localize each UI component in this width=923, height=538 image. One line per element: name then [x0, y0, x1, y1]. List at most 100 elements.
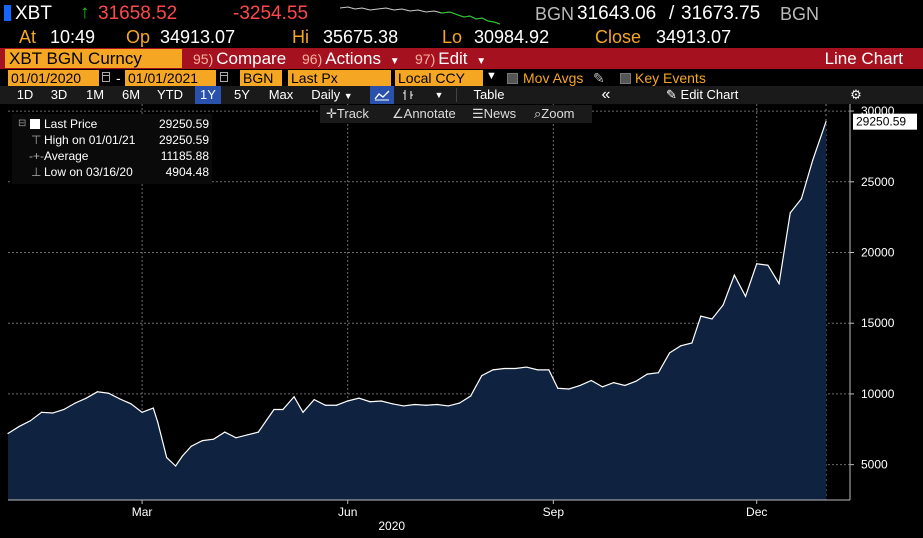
high-marker-icon: ⊤ [31, 133, 42, 147]
calendar-icon[interactable] [220, 72, 228, 82]
y-tick-label: 10000 [861, 387, 895, 401]
mov-avgs-checkbox[interactable] [507, 73, 518, 84]
quote-time: 10:49 [50, 27, 96, 47]
price-point [402, 405, 405, 407]
frequency-label: Daily [311, 87, 341, 102]
x-tick-label: Mar [132, 505, 153, 519]
compare-menu[interactable]: 95) Compare [193, 48, 286, 69]
actions-label: Actions [325, 49, 381, 68]
legend-low-label: Low on 03/16/20 [44, 165, 133, 179]
price-line [7, 121, 827, 467]
y-tick-label: 15000 [861, 316, 895, 330]
currency-dropdown-icon[interactable]: ▼ [486, 70, 497, 82]
compare-label: Compare [216, 49, 287, 68]
key-events-checkbox[interactable] [620, 73, 631, 84]
track-tool[interactable]: ✛ Track [326, 106, 369, 121]
price-point [190, 445, 192, 447]
collapse-icon[interactable]: « [601, 86, 611, 103]
legend-high-value: 29250.59 [158, 133, 209, 147]
price-point [141, 411, 143, 413]
price-point [458, 402, 461, 404]
line-chart-style-icon[interactable] [370, 86, 394, 104]
price-point [175, 465, 177, 467]
price-point [624, 384, 626, 387]
price-point [744, 295, 747, 297]
low-label: Lo [442, 27, 463, 47]
period-max[interactable]: Max [268, 87, 294, 102]
last-price: 31658.52 [98, 3, 178, 24]
price-point [778, 283, 780, 285]
actions-dropdown-icon: ▼ [389, 56, 400, 67]
end-date-field[interactable]: 01/01/2021 [125, 70, 216, 86]
price-point [811, 159, 814, 162]
edit-menu[interactable]: 97) Edit ▼ [415, 48, 486, 69]
price-point [302, 411, 304, 413]
bid-source: BGN [535, 4, 575, 24]
zoom-tool[interactable]: ⌕ Zoom [534, 106, 575, 121]
period-1y[interactable]: 1Y [195, 86, 221, 104]
collapse-square-icon[interactable]: ⊟ [18, 118, 27, 129]
price-point [313, 398, 315, 401]
price-point [96, 391, 98, 393]
y-tick-label: 25000 [861, 175, 895, 189]
price-point [425, 404, 427, 406]
period-ytd[interactable]: YTD [157, 87, 183, 102]
price-point [470, 395, 472, 397]
annotate-tool[interactable]: ∠ Annotate [392, 106, 456, 121]
calendar-icon[interactable] [102, 72, 110, 82]
chart-style-dropdown-icon[interactable]: ▼ [434, 90, 444, 100]
price-point [492, 369, 494, 371]
start-date-field[interactable]: 01/01/2020 [8, 70, 99, 86]
series-swatch [30, 119, 40, 129]
price-point [52, 412, 54, 414]
period-3d[interactable]: 3D [50, 87, 68, 102]
x-tick-label: Jun [338, 505, 357, 519]
legend-high-label: High on 01/01/21 [44, 133, 136, 147]
period-5y[interactable]: 5Y [234, 87, 250, 102]
price-point [680, 345, 682, 347]
price-point [414, 403, 416, 406]
chart-legend: ⊟ Last Price 29250.59 ⊤ High on 01/01/21… [12, 114, 212, 184]
intraday-sparkline [340, 6, 500, 25]
up-arrow-icon: ↑ [80, 2, 90, 23]
bar-chart-style-icon[interactable] [398, 86, 418, 104]
period-1d[interactable]: 1D [16, 87, 34, 102]
last-value-tag-text: 29250.59 [856, 115, 906, 129]
field-selector[interactable]: Last Px [288, 70, 391, 86]
price-point [273, 408, 275, 411]
pencil-icon[interactable]: ✎ [593, 70, 605, 86]
menu-bar: XBT BGN Curncy 95) Compare 96) Actions ▼ 9… [0, 48, 923, 69]
legend-high: ⊤ High on 01/01/21 29250.59 [12, 132, 212, 148]
period-1m[interactable]: 1M [85, 87, 105, 102]
period-6m[interactable]: 6M [121, 87, 141, 102]
low-value: 30984.92 [474, 27, 550, 47]
y-tick-label: 5000 [861, 458, 888, 472]
settings-gear-icon[interactable]: ⚙ [850, 87, 862, 102]
price-point [525, 366, 528, 368]
price-point [213, 438, 215, 440]
frequency-selector[interactable]: Daily ▼ [306, 86, 358, 104]
at-label: At [19, 27, 37, 47]
legend-last-price: ⊟ Last Price 29250.59 [12, 116, 212, 132]
price-point [767, 264, 769, 266]
track-label: Track [336, 106, 369, 121]
security-field[interactable]: XBT BGN Curncy [5, 49, 182, 68]
edit-chart-button[interactable]: ✎ Edit Chart [666, 86, 750, 104]
source-field[interactable]: BGN [240, 70, 282, 86]
price-point [537, 369, 539, 371]
actions-menu[interactable]: 96) Actions ▼ [302, 48, 400, 69]
ask-price: 31673.75 [681, 3, 761, 24]
price-point [800, 198, 803, 200]
ticker-bar: XBT ↑ 31658.52 -3254.55 BGN 31643.06 / 3… [0, 0, 923, 28]
price-point [40, 411, 43, 413]
currency-selector[interactable]: Local CCY [395, 70, 483, 86]
price-point [369, 401, 371, 403]
price-point [119, 398, 121, 400]
news-tool[interactable]: ☰ News [472, 106, 517, 121]
price-point [733, 274, 735, 276]
table-button[interactable]: Table [473, 87, 505, 102]
open-label: Op [126, 27, 151, 47]
price-point [646, 373, 648, 375]
price-point [613, 382, 615, 384]
period-toolbar: 1D 3D 1M 6M YTD 1Y 5Y Max Daily ▼ ▼ Tabl… [0, 86, 923, 104]
